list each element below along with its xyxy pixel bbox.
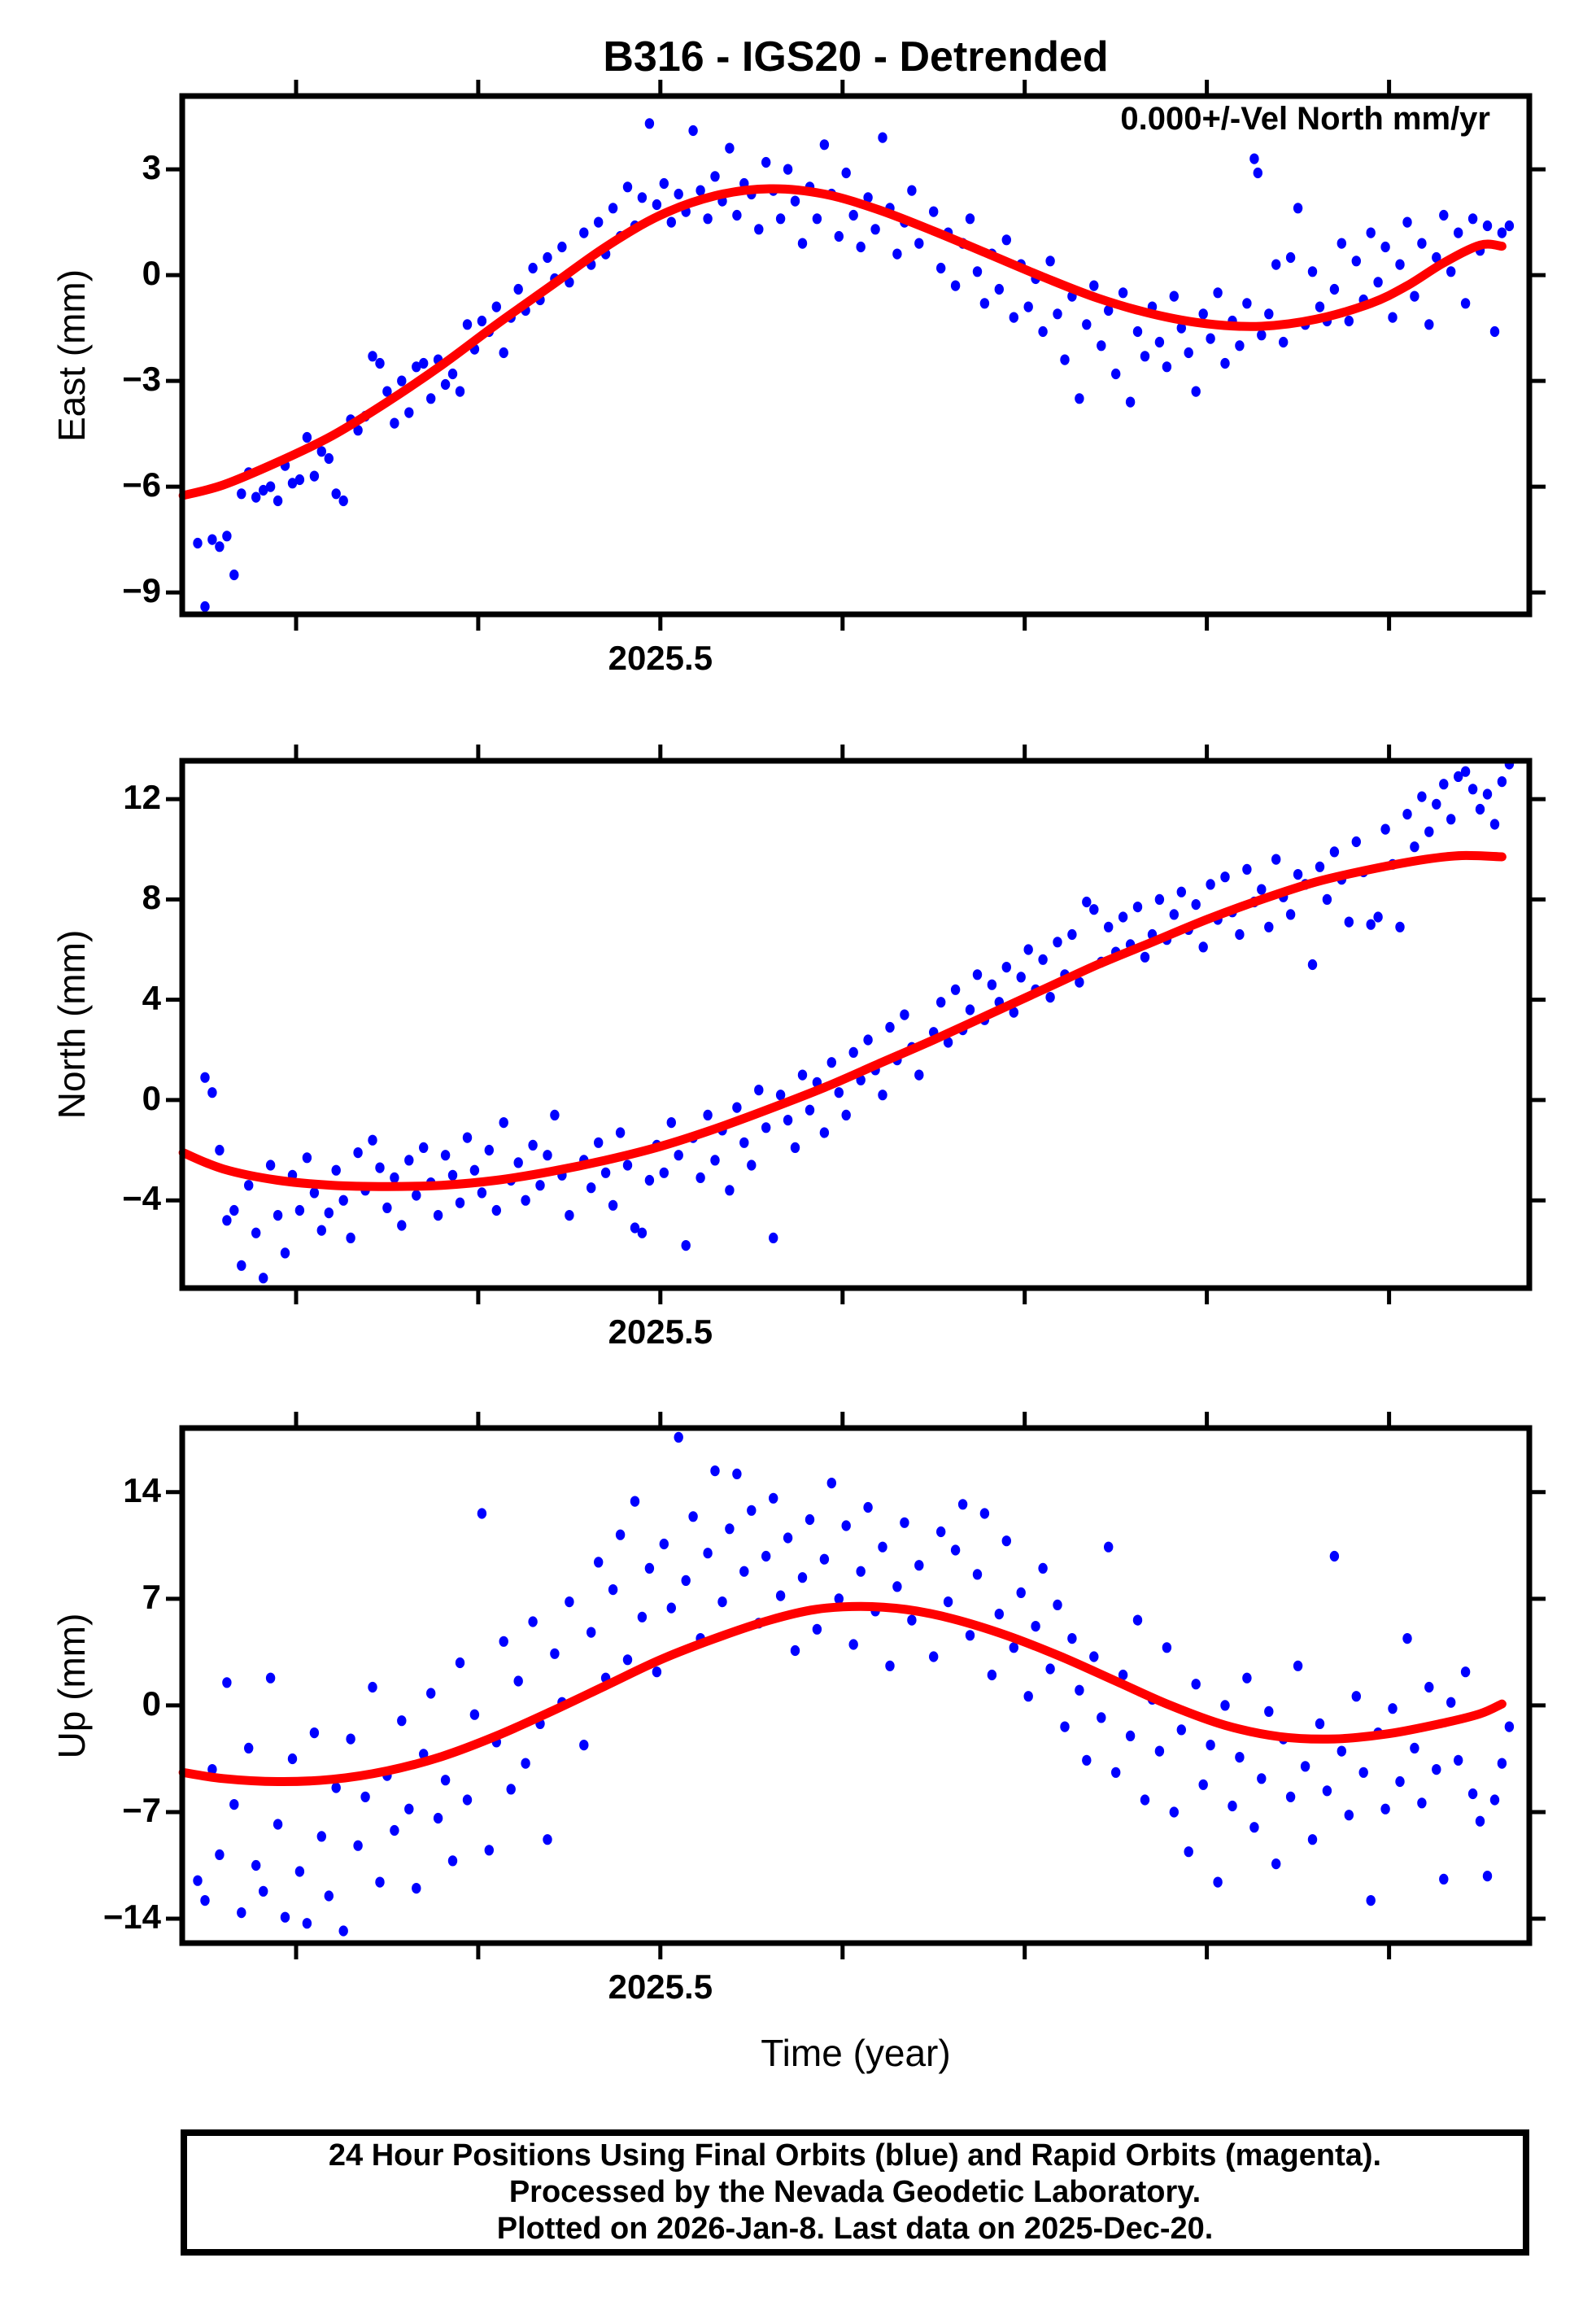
up-frame	[179, 1425, 1533, 1946]
up-trend-curve	[178, 1601, 1507, 1787]
east-panel	[166, 80, 1546, 631]
north-frame	[179, 758, 1533, 1291]
east-trend-curve	[178, 184, 1507, 500]
east-scatter-points	[193, 118, 1515, 613]
up-panel	[166, 1412, 1546, 1959]
north-panel	[166, 745, 1546, 1304]
north-ticks	[166, 745, 1546, 1304]
north-trend-curve	[178, 850, 1507, 1191]
north-scatter-points	[200, 758, 1515, 1284]
east-frame	[179, 93, 1533, 618]
up-scatter-points	[193, 1431, 1515, 1937]
